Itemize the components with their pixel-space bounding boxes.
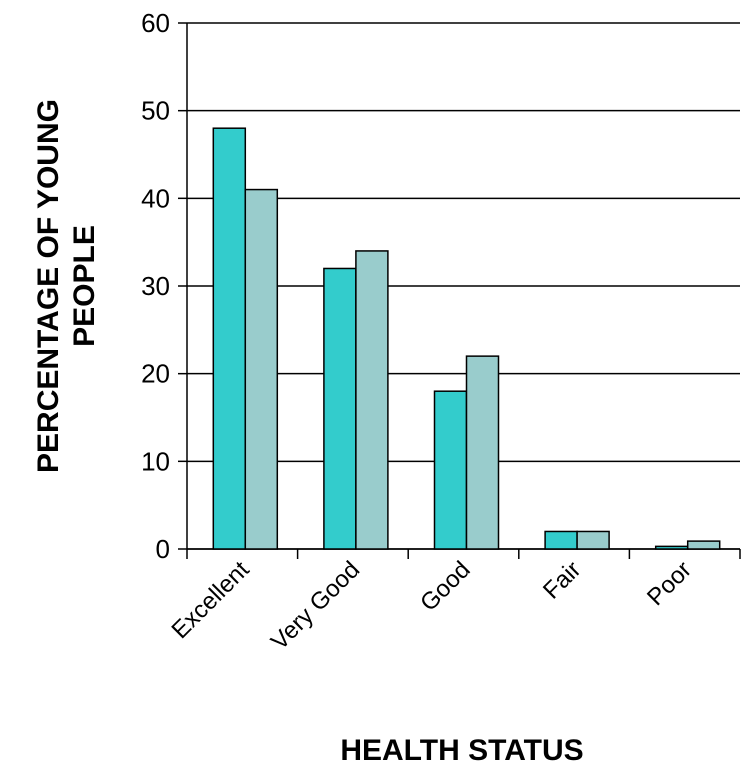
- bar: [465, 355, 500, 550]
- x-tick-label-group: Very Good: [266, 556, 365, 655]
- bar: [244, 188, 279, 550]
- y-tick-label: 40: [141, 183, 170, 213]
- bar: [212, 127, 247, 550]
- bar: [544, 530, 578, 550]
- x-axis-title: HEALTH STATUS: [340, 734, 583, 767]
- y-tick-label: 60: [141, 8, 170, 38]
- x-tick-label: Fair: [538, 556, 586, 604]
- bar: [686, 540, 721, 550]
- x-tick-label: Poor: [642, 556, 697, 611]
- bar: [323, 267, 357, 550]
- bar: [433, 390, 468, 550]
- bar: [576, 530, 610, 550]
- bar: [355, 250, 389, 550]
- y-axis-title: PERCENTAGE OF YOUNG PEOPLE: [32, 99, 101, 473]
- y-tick-label: 0: [156, 534, 170, 564]
- x-tick-label-group: Good: [415, 556, 476, 617]
- y-tick-label: 30: [141, 271, 170, 301]
- y-tick-label: 20: [141, 359, 170, 389]
- y-axis-title-line: PERCENTAGE OF YOUNG: [32, 99, 65, 473]
- y-tick-label: 50: [141, 96, 170, 126]
- x-tick-label-group: Fair: [538, 556, 586, 604]
- bar: [654, 545, 689, 550]
- x-tick-label-group: Excellent: [167, 556, 255, 644]
- x-tick-label: Good: [415, 556, 476, 617]
- x-tick-label: Excellent: [167, 556, 255, 644]
- x-tick-label-group: Poor: [642, 556, 697, 611]
- x-tick-label: Very Good: [266, 556, 365, 655]
- y-tick-label: 10: [141, 446, 170, 476]
- y-axis-title-line: PEOPLE: [68, 225, 101, 347]
